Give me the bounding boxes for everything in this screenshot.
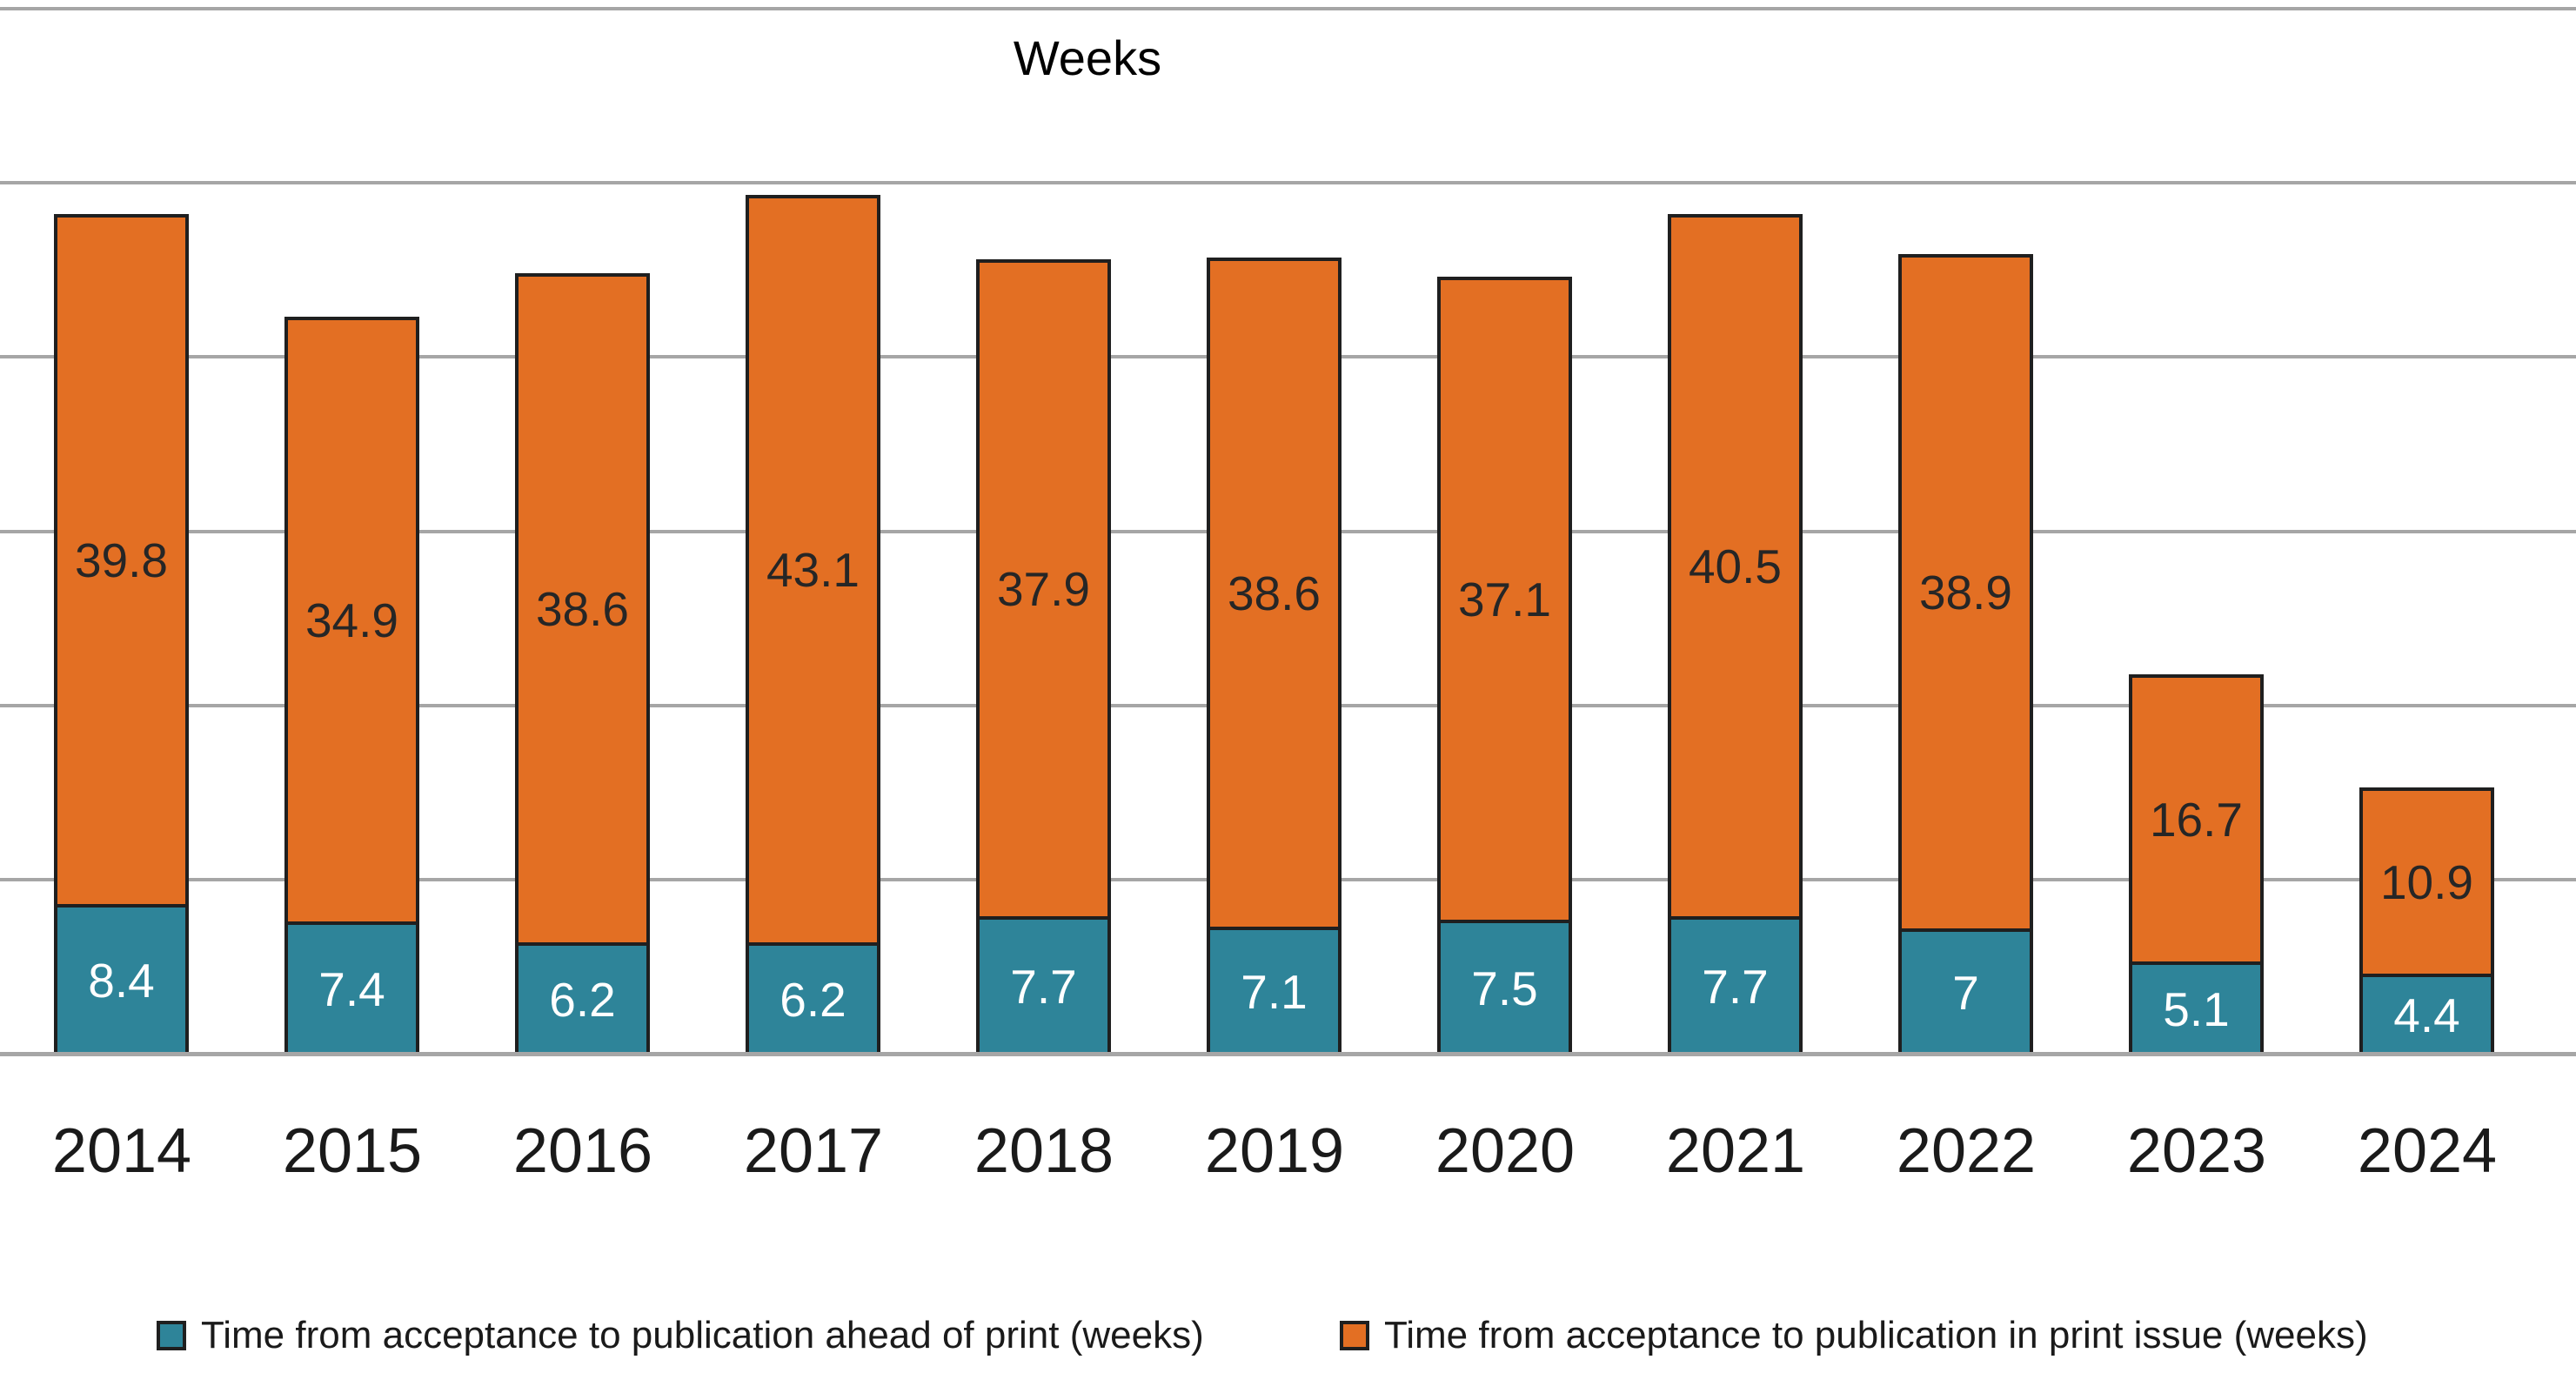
legend-swatch-print-issue-icon <box>1340 1321 1369 1350</box>
bar-2018-print-issue-value: 37.9 <box>996 562 1091 616</box>
bar-2016-print-issue-value: 38.6 <box>535 582 630 636</box>
x-axis-label-2023: 2023 <box>2126 1116 2267 1186</box>
bar-2016-ahead-of-print-value: 6.2 <box>549 972 616 1027</box>
bar-2020-ahead-of-print-segment: 7.5 <box>1437 923 1572 1054</box>
legend-swatch-ahead-of-print-icon <box>157 1321 186 1350</box>
bar-2014-print-issue-value: 39.8 <box>74 533 169 587</box>
bar-2024-print-issue-value: 10.9 <box>2379 854 2474 909</box>
x-axis-label-2016: 2016 <box>512 1116 653 1186</box>
legend-label-print-issue: Time from acceptance to publication in p… <box>1384 1314 2368 1356</box>
bar-2015: 34.9 7.4 <box>284 317 419 1054</box>
x-axis-label-2014: 2014 <box>51 1116 192 1186</box>
gridline-50 <box>0 181 2576 185</box>
bar-2020: 37.1 7.5 <box>1437 277 1572 1054</box>
bar-2019-ahead-of-print-value: 7.1 <box>1241 964 1308 1019</box>
bar-2022-print-issue-value: 38.9 <box>1918 566 2013 620</box>
x-axis-label-2021: 2021 <box>1665 1116 1806 1186</box>
bar-2015-print-issue-segment: 34.9 <box>284 317 419 925</box>
bar-2019-print-issue-value: 38.6 <box>1227 566 1321 620</box>
bar-2017-print-issue-segment: 43.1 <box>746 195 880 946</box>
x-axis-label-2019: 2019 <box>1204 1116 1345 1186</box>
bar-2021-ahead-of-print-segment: 7.7 <box>1668 920 1803 1054</box>
x-axis-label-2017: 2017 <box>743 1116 884 1186</box>
legend-label-ahead-of-print: Time from acceptance to publication ahea… <box>201 1314 1204 1356</box>
bar-2015-ahead-of-print-value: 7.4 <box>318 961 385 1016</box>
bar-2014: 39.8 8.4 <box>54 214 189 1054</box>
x-axis-label-2015: 2015 <box>282 1116 423 1186</box>
bar-2024-ahead-of-print-segment: 4.4 <box>2359 977 2494 1054</box>
bar-2018-ahead-of-print-segment: 7.7 <box>976 920 1111 1054</box>
bar-2021-ahead-of-print-value: 7.7 <box>1702 959 1769 1014</box>
bar-2016-print-issue-segment: 38.6 <box>515 273 650 946</box>
chart-title: Weeks <box>1013 30 1162 85</box>
x-axis-label-2024: 2024 <box>2357 1116 2498 1186</box>
bar-2018: 37.9 7.7 <box>976 259 1111 1054</box>
x-axis-label-2020: 2020 <box>1435 1116 1576 1186</box>
bar-2023: 16.7 5.1 <box>2129 674 2264 1054</box>
bar-2021-print-issue-segment: 40.5 <box>1668 214 1803 920</box>
bar-2020-print-issue-value: 37.1 <box>1457 573 1552 626</box>
bar-2018-ahead-of-print-value: 7.7 <box>1010 959 1077 1014</box>
bar-2015-print-issue-value: 34.9 <box>304 593 399 647</box>
bar-2015-ahead-of-print-segment: 7.4 <box>284 925 419 1054</box>
gridline-60 <box>0 7 2576 10</box>
bar-2014-print-issue-segment: 39.8 <box>54 214 189 908</box>
bar-2023-ahead-of-print-segment: 5.1 <box>2129 965 2264 1054</box>
x-axis-label-2022: 2022 <box>1896 1116 2037 1186</box>
bar-2020-print-issue-segment: 37.1 <box>1437 277 1572 923</box>
bar-2022-ahead-of-print-segment: 7 <box>1898 932 2033 1054</box>
bar-2024-ahead-of-print-value: 4.4 <box>2393 988 2460 1042</box>
bar-2019-print-issue-segment: 38.6 <box>1207 258 1342 930</box>
bar-2014-ahead-of-print-segment: 8.4 <box>54 908 189 1054</box>
x-axis-line <box>0 1052 2576 1056</box>
bar-2017-ahead-of-print-value: 6.2 <box>779 972 846 1027</box>
legend-item-ahead-of-print: Time from acceptance to publication ahea… <box>157 1314 1204 1356</box>
bar-2019-ahead-of-print-segment: 7.1 <box>1207 930 1342 1054</box>
bar-2023-ahead-of-print-value: 5.1 <box>2163 981 2230 1036</box>
bar-2021: 40.5 7.7 <box>1668 214 1803 1054</box>
x-axis-label-2018: 2018 <box>974 1116 1114 1186</box>
bar-2019: 38.6 7.1 <box>1207 258 1342 1054</box>
legend-item-print-issue: Time from acceptance to publication in p… <box>1340 1314 2368 1356</box>
bar-2022-print-issue-segment: 38.9 <box>1898 254 2033 932</box>
bar-2022: 38.9 7 <box>1898 254 2033 1054</box>
bar-2024-print-issue-segment: 10.9 <box>2359 787 2494 977</box>
bar-2017-ahead-of-print-segment: 6.2 <box>746 946 880 1054</box>
bar-2014-ahead-of-print-value: 8.4 <box>88 953 155 1008</box>
bar-2020-ahead-of-print-value: 7.5 <box>1471 961 1538 1015</box>
bar-2022-ahead-of-print-value: 7 <box>1952 965 1979 1020</box>
bar-2023-print-issue-value: 16.7 <box>2149 792 2244 847</box>
bar-2016-ahead-of-print-segment: 6.2 <box>515 946 650 1054</box>
bar-2017-print-issue-value: 43.1 <box>766 543 860 597</box>
bar-2016: 38.6 6.2 <box>515 273 650 1054</box>
bar-2018-print-issue-segment: 37.9 <box>976 259 1111 920</box>
bar-2024: 10.9 4.4 <box>2359 787 2494 1054</box>
bar-2021-print-issue-value: 40.5 <box>1688 539 1783 593</box>
bar-2017: 43.1 6.2 <box>746 195 880 1054</box>
bar-2023-print-issue-segment: 16.7 <box>2129 674 2264 965</box>
